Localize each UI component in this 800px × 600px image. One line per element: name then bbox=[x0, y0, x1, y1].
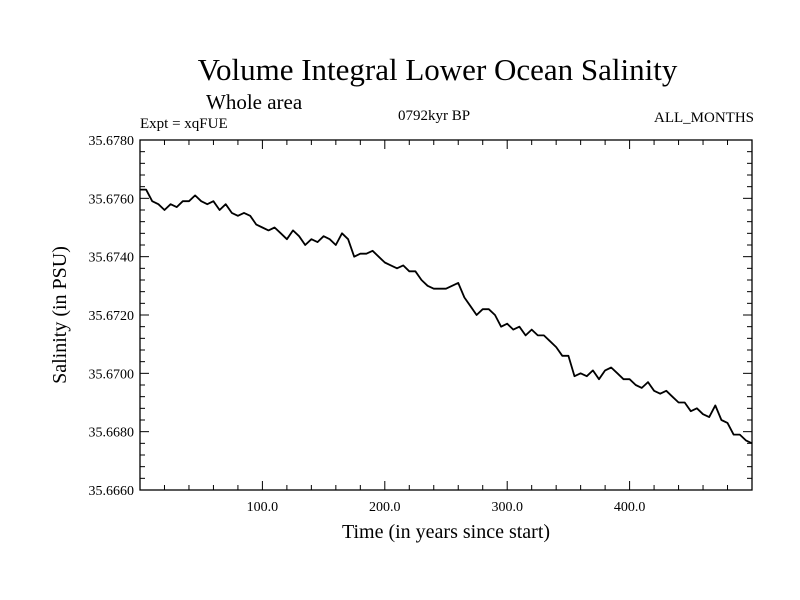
x-tick-label: 100.0 bbox=[247, 500, 279, 515]
x-tick-label: 200.0 bbox=[369, 500, 401, 515]
y-tick-label: 35.6720 bbox=[89, 309, 135, 324]
chart-subtitle: Whole area bbox=[206, 90, 303, 114]
y-tick-label: 35.6700 bbox=[89, 367, 135, 382]
y-tick-label: 35.6740 bbox=[89, 251, 135, 266]
y-tick-label: 35.6660 bbox=[89, 484, 135, 499]
series-line bbox=[140, 188, 753, 445]
y-axis-label: Salinity (in PSU) bbox=[49, 246, 71, 384]
months-label: ALL_MONTHS bbox=[654, 110, 754, 126]
x-axis-label: Time (in years since start) bbox=[342, 521, 550, 543]
plot-frame bbox=[139, 139, 753, 491]
series-group bbox=[140, 188, 753, 445]
axis-labels: 35.6660 35.6680 35.6700 35.6720 35.6740 35.67… bbox=[89, 134, 646, 515]
chart-title: Volume Integral Lower Ocean Salinity bbox=[197, 52, 678, 87]
y-tick-label: 35.6680 bbox=[89, 426, 135, 441]
experiment-label: Expt = xqFUE bbox=[140, 116, 228, 132]
y-tick-label: 35.6780 bbox=[89, 134, 135, 149]
y-tick-label: 35.6760 bbox=[89, 192, 135, 207]
axis-ticks bbox=[140, 139, 752, 491]
period-label: 0792kyr BP bbox=[398, 108, 471, 124]
x-tick-label: 400.0 bbox=[614, 500, 646, 515]
x-tick-label: 300.0 bbox=[491, 500, 523, 515]
